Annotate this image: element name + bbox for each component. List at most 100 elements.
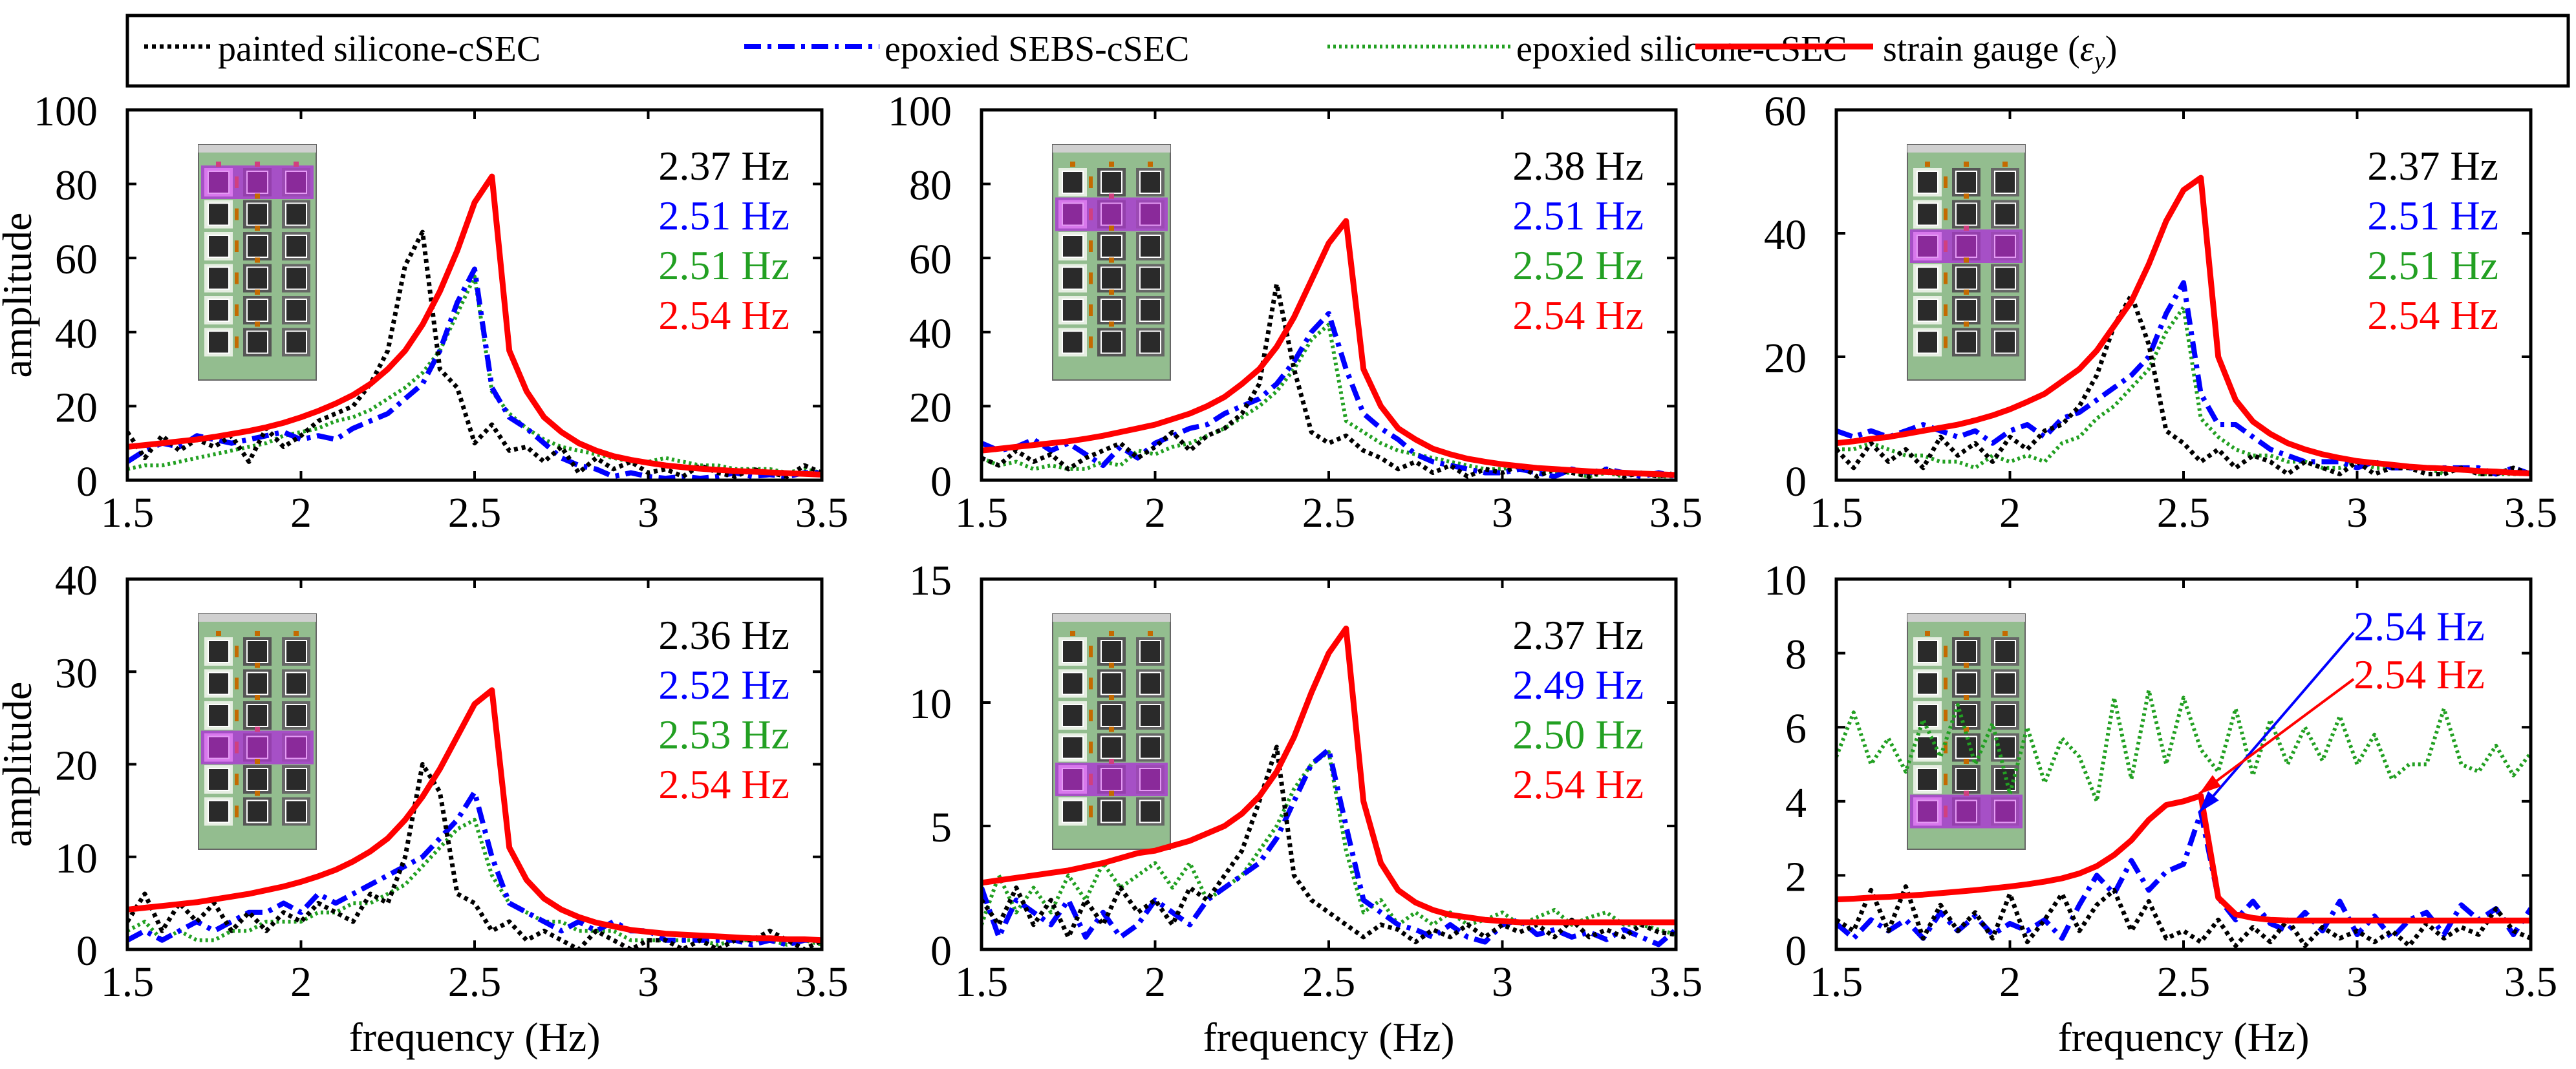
inset-marker [216,162,221,167]
inset-cell-sensor [1955,299,1977,322]
inset-cell-sensor [1100,266,1122,290]
inset-cell-sensor [246,799,268,823]
legend-label-strain-gauge: strain gauge (εy) [1883,29,2117,74]
peak-frequency-label-green: 2.50 Hz [1512,712,1644,757]
inset-marker [1944,646,1948,657]
inset-marker [255,631,260,636]
inset-cell-sensor [1916,266,1938,290]
x-tick-label: 2 [1144,958,1166,1006]
peak-frequency-label-red: 2.54 Hz [1512,761,1644,807]
inset-top-strip [1907,145,2025,153]
x-tick-label: 3.5 [795,489,849,536]
inset-cell-sensor [1994,704,2016,727]
inset-cell-sensor [1062,235,1084,258]
inset-cell-sensor [1994,171,2016,194]
inset-cell-sensor [246,330,268,354]
inset-cell-sensor [1100,202,1122,226]
legend-box [125,14,2570,88]
x-tick-label: 2.5 [1302,489,1356,536]
inset-marker [2002,631,2008,636]
sensor-array-inset [1052,144,1171,381]
inset-cell-sensor [208,736,230,759]
legend: painted silicone-cSEC epoxied SEBS-cSEC … [125,14,2570,88]
inset-marker [1964,226,1969,231]
inset-cell-sensor [1062,799,1084,823]
x-tick-label: 3.5 [2504,958,2558,1006]
x-tick-label: 1.5 [101,489,155,536]
inset-cell-sensor [1916,330,1938,354]
series-line-blue [982,746,1676,947]
inset-marker [1109,290,1114,295]
x-tick-label: 2 [1999,958,2021,1006]
inset-marker [235,741,239,754]
inset-marker [1089,646,1093,657]
peak-frequency-label-black: 2.36 Hz [658,612,789,658]
inset-marker [255,290,260,295]
inset-cell-sensor [1100,768,1122,791]
inset-cell-sensor [208,171,230,194]
inset-cell-sensor [1100,736,1122,759]
peak-frequency-label-blue: 2.52 Hz [658,662,789,708]
y-tick-label: 0 [930,927,952,975]
inset-marker [255,790,260,796]
peak-frequency-label-blue: 2.51 Hz [1512,193,1644,238]
inset-marker [1148,162,1153,167]
y-tick-label: 20 [909,384,952,431]
inset-marker [235,272,239,284]
inset-marker [1070,631,1075,636]
inset-marker [235,646,239,657]
inset-cell-sensor [1139,171,1161,194]
peak-frequency-label-red: 2.54 Hz [2367,292,2498,338]
inset-marker [1964,695,1969,700]
x-tick-label: 1.5 [1810,489,1863,536]
inset-marker [235,240,239,252]
inset-marker [1964,162,1969,167]
y-tick-label: 30 [55,650,98,697]
inset-cell-sensor [285,202,307,226]
inset-marker [1109,631,1114,636]
inset-marker [1944,240,1948,252]
inset-marker [1089,272,1093,284]
series-line-red [1836,175,2531,476]
y-tick-label: 100 [34,88,98,135]
inset-top-strip [199,614,316,622]
peak-frequency-label-black: 2.37 Hz [658,143,789,189]
inset-marker [1944,336,1948,348]
x-tick-label: 2 [1999,489,2021,536]
inset-cell-sensor [1139,235,1161,258]
peak-frequency-label-blue: 2.51 Hz [2367,193,2498,238]
inset-cell-sensor [246,640,268,663]
series-line-blue [1836,280,2531,477]
panel-6: 1.5 2 2.5 3 3.5 0 2 4 6 8 10 frequency (Hz) 2.54 Hz2… [1764,557,2557,1060]
x-tick-label: 1.5 [1810,958,1863,1006]
x-tick-label: 3.5 [1649,958,1703,1006]
arrowhead-icon [2199,775,2222,794]
inset-cell-sensor [1139,672,1161,695]
inset-marker [1944,741,1948,754]
inset-cell-sensor [1994,266,2016,290]
inset-marker [255,759,260,764]
inset-cell-sensor [285,171,307,194]
inset-cell-sensor [1994,235,2016,258]
inset-marker [1944,710,1948,721]
inset-cell-sensor [1139,799,1161,823]
inset-cell-sensor [1062,266,1084,290]
y-tick-label: 60 [1764,88,1807,135]
series-line-blue [1836,810,2531,941]
x-tick-label: 3.5 [2504,489,2558,536]
y-tick-label: 40 [55,310,98,357]
inset-marker [1089,774,1093,785]
x-tick-label: 3 [1492,958,1513,1006]
inset-cell-sensor [208,235,230,258]
inset-marker [294,162,299,167]
inset-marker [1944,774,1948,785]
inset-cell-sensor [1139,299,1161,322]
inset-marker [1964,631,1969,636]
inset-cell-sensor [285,704,307,727]
inset-marker [1964,662,1969,668]
inset-cell-sensor [1100,299,1122,322]
inset-cell-sensor [208,266,230,290]
